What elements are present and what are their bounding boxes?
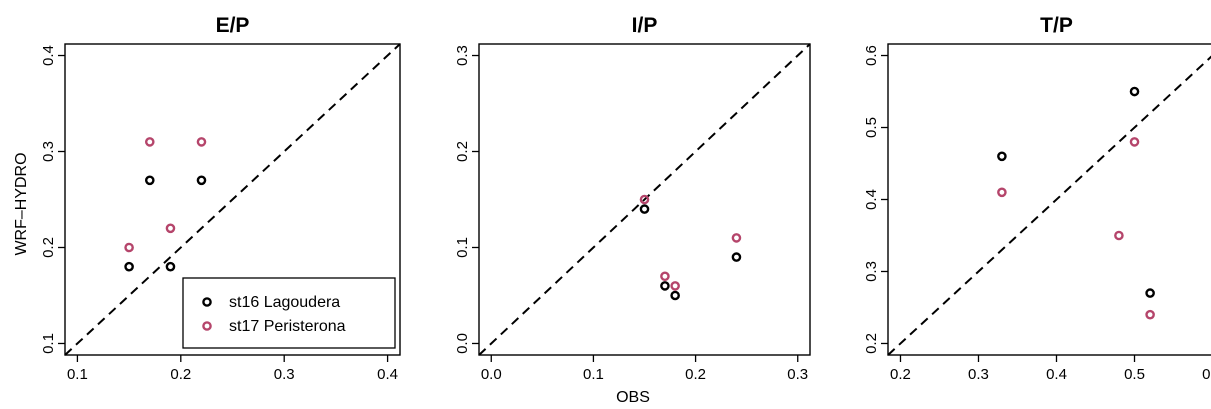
x-tick-label: 0.3	[787, 366, 808, 383]
y-tick-label: 0.1	[40, 333, 57, 354]
data-point-series-1	[997, 151, 1007, 162]
plot-frame	[478, 43, 811, 356]
legend-marker-st16	[202, 297, 212, 307]
panel-2: I/P 0.0 0.1 0.2 0.3 0.0 0.1 0.2 0.3	[454, 14, 811, 383]
data-point-series-1	[144, 175, 155, 186]
data-point-series-2	[1129, 137, 1140, 147]
y-tick-label: 0.2	[454, 141, 471, 162]
data-point-series-2	[1114, 230, 1124, 241]
data-point-series-1	[639, 204, 650, 214]
y-tick-label: 0.1	[454, 237, 471, 258]
legend: st16 Lagoudera st17 Peristerona	[182, 277, 396, 349]
panel-1: E/P 0.1 0.2 0.3 0.4 0.1 0.2 0.3 0.4	[40, 14, 401, 383]
data-point-series-2	[660, 271, 670, 282]
panel-3: T/P 0.2 0.3 0.4 0.5 0.6 0.2 0.3 0.4 0.5 0.6	[863, 14, 1211, 383]
data-point-series-2	[1145, 309, 1155, 320]
legend-marker-st17	[202, 321, 212, 331]
panel-title: I/P	[632, 14, 658, 37]
y-tick-label: 0.3	[454, 45, 471, 66]
y-tick-label: 0.6	[863, 45, 880, 66]
legend-label-st16: st16 Lagoudera	[229, 294, 340, 311]
data-point-series-1	[670, 290, 680, 301]
x-tick-label: 0.3	[968, 366, 989, 383]
legend-box	[182, 277, 396, 349]
panels-group: E/P 0.1 0.2 0.3 0.4 0.1 0.2 0.3 0.4 I/P 0.0 0.1 0.2 0…	[40, 14, 1211, 383]
panel-title: T/P	[1040, 14, 1073, 37]
y-tick-label: 0.3	[863, 261, 880, 282]
data-point-series-1	[196, 175, 207, 186]
x-tick-label: 0.4	[377, 366, 398, 383]
data-point-series-2	[196, 137, 207, 147]
x-tick-label: 0.2	[170, 366, 191, 383]
data-point-series-1	[1129, 86, 1140, 97]
x-tick-label: 0.0	[481, 366, 502, 383]
data-point-series-2	[997, 187, 1007, 198]
data-point-series-2	[144, 137, 155, 147]
y-tick-label: 0.4	[40, 45, 57, 66]
x-tick-label: 0.3	[274, 366, 295, 383]
data-point-series-2	[731, 233, 742, 243]
y-tick-label: 0.2	[863, 333, 880, 354]
x-tick-label: 0.1	[583, 366, 604, 383]
panel-title: E/P	[216, 14, 250, 37]
data-point-series-1	[124, 261, 134, 272]
x-tick-label: 0.2	[685, 366, 706, 383]
legend-label-st17: st17 Peristerona	[229, 318, 346, 335]
y-tick-label: 0.5	[863, 117, 880, 138]
x-tick-label: 0.5	[1124, 366, 1145, 383]
plot-frame	[64, 43, 401, 356]
x-tick-label: 0.1	[67, 366, 88, 383]
data-point-series-1	[165, 261, 176, 272]
data-point-series-2	[670, 281, 680, 291]
x-tick-label: 0.4	[1046, 366, 1067, 383]
x-axis-label: OBS	[616, 389, 650, 406]
data-point-series-2	[639, 194, 650, 205]
x-tick-label: 0.6	[1202, 366, 1211, 383]
one-to-one-line	[478, 43, 811, 356]
data-point-series-1	[660, 281, 670, 291]
y-tick-label: 0.2	[40, 237, 57, 258]
y-tick-label: 0.4	[863, 189, 880, 210]
plot-frame	[887, 43, 1211, 356]
y-tick-label: 0.3	[40, 141, 57, 162]
y-axis-label: WRF–HYDRO	[13, 152, 30, 255]
data-point-series-2	[165, 223, 176, 234]
data-point-series-1	[731, 252, 742, 262]
y-tick-label: 0.0	[454, 333, 471, 354]
x-tick-label: 0.2	[890, 366, 911, 383]
one-to-one-line	[64, 43, 401, 356]
data-point-series-1	[1145, 288, 1155, 298]
data-point-series-2	[124, 242, 134, 253]
one-to-one-line	[887, 55, 1211, 356]
